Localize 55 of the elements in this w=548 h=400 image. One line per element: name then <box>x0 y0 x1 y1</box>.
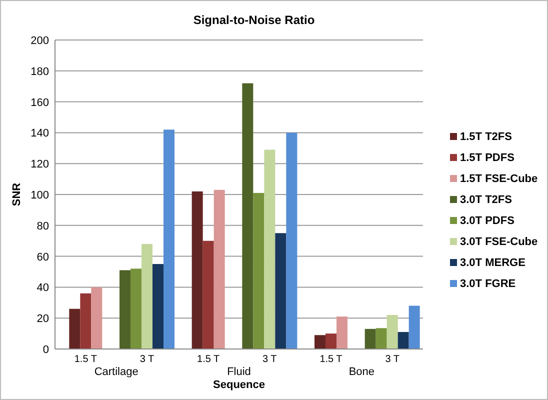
x-tick-label: 3 T <box>262 354 277 365</box>
chart-title: Signal-to-Noise Ratio <box>193 13 315 27</box>
x-axis-title: Sequence <box>213 379 265 391</box>
y-tick-label: 40 <box>36 282 49 294</box>
text: Bone <box>348 366 375 378</box>
legend-label: 3.0T MERGE <box>460 257 526 269</box>
legend-label: 1.5T PDFS <box>460 152 514 164</box>
legend-label: 3.0T FGRE <box>460 278 516 290</box>
y-tick-label: 140 <box>30 128 49 140</box>
bar <box>326 334 336 349</box>
bar <box>91 287 102 349</box>
bar <box>386 315 398 349</box>
legend-label: 3.0T T2FS <box>460 194 512 206</box>
bar <box>408 306 420 349</box>
legend-label: 3.0T PDFS <box>460 215 514 227</box>
y-tick-label: 200 <box>30 35 49 47</box>
legend-label: 1.5T T2FS <box>460 131 512 143</box>
bar <box>142 244 152 349</box>
bar <box>275 233 286 349</box>
y-tick-label: 100 <box>30 190 49 202</box>
bar <box>364 328 376 349</box>
y-tick-label: 80 <box>36 220 49 232</box>
y-tick-label: 160 <box>30 96 49 109</box>
bar <box>152 264 164 349</box>
x-tick-label: 1.5 T <box>74 354 97 365</box>
x-tick-label: 1.5 T <box>197 354 220 365</box>
bar <box>286 132 298 349</box>
y-tick-label: 20 <box>36 313 49 326</box>
y-tick-label: 60 <box>36 251 49 264</box>
bar <box>314 335 326 349</box>
y-axis-title: SNR <box>11 182 23 206</box>
bar <box>130 268 142 349</box>
bar <box>192 191 203 349</box>
legend-label: 3.0T FSE-Cube <box>460 236 538 248</box>
legend-label: 1.5T FSE-Cube <box>460 173 538 185</box>
x-tick-label: 1.5 T <box>320 354 342 365</box>
bar <box>120 270 130 349</box>
x-tick-label: 3 T <box>140 354 154 365</box>
bar <box>398 332 409 349</box>
text: Fluid <box>227 366 251 378</box>
bar <box>164 130 174 349</box>
bar <box>376 328 387 349</box>
bar <box>264 150 276 349</box>
bar <box>253 192 264 349</box>
text: Cartilage <box>94 366 138 378</box>
bar <box>242 83 254 349</box>
bar <box>202 240 214 349</box>
bar <box>214 190 225 349</box>
y-tick-label: 180 <box>30 66 49 78</box>
bar <box>80 293 92 349</box>
y-tick-label: 120 <box>30 158 49 171</box>
y-tick-label: 0 <box>42 344 49 356</box>
x-tick-label: 3 T <box>385 354 400 365</box>
bar <box>69 308 80 349</box>
bar <box>336 316 348 349</box>
